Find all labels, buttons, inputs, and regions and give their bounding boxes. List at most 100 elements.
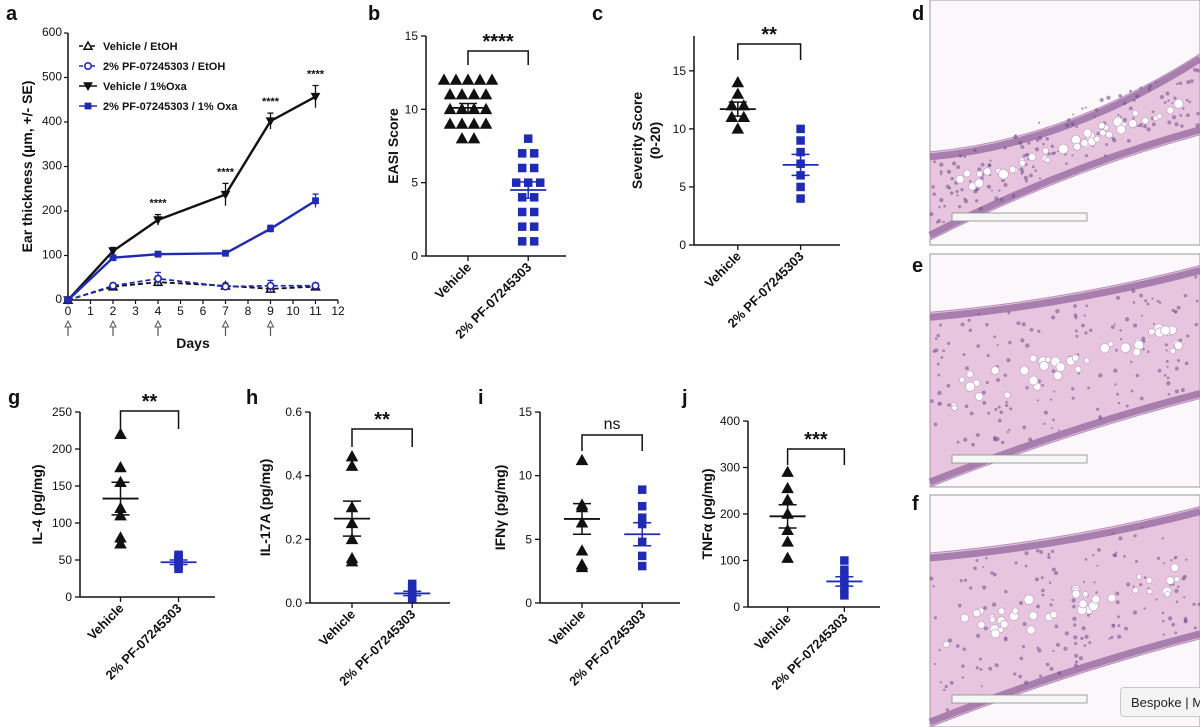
i-data-point [637,551,647,561]
f-cell-nucleus [1003,637,1008,642]
j-data-point [781,481,794,494]
e-cell-nucleus [937,373,941,377]
f-cell-nucleus [1141,526,1144,529]
d-cell-nucleus [1025,179,1028,183]
d-adipocyte [998,168,1009,180]
e-cell-nucleus [1051,369,1056,374]
bespoke-button[interactable]: Bespoke | M [1120,687,1200,717]
j-data-point [781,551,794,563]
f-cell-nucleus [1096,564,1099,567]
h-significance-label: ** [374,409,390,431]
d-adipocyte [1058,143,1069,155]
e-cell-nucleus [1171,308,1175,313]
d-adipocyte [1093,135,1101,143]
panel-label-c: c [592,3,603,25]
e-cell-nucleus [1110,325,1115,329]
d-cell-nucleus [1148,84,1153,89]
f-cell-nucleus [1073,635,1078,640]
e-cell-nucleus [997,418,1002,423]
h-y-tick-label: 0.4 [285,469,302,483]
h-significance-bracket [351,428,413,447]
d-cell-nucleus [958,154,963,158]
g-significance-label: ** [142,391,158,413]
e-adipocyte [965,381,976,392]
e-cell-nucleus [1016,321,1021,326]
f-cell-nucleus [975,559,979,563]
d-cell-nucleus [1195,123,1200,128]
f-cell-nucleus [973,566,977,571]
e-cell-nucleus [982,400,987,405]
e-adipocyte [1174,341,1184,351]
b-data-point [479,102,493,115]
d-cell-nucleus [956,194,959,197]
b-data-point [479,117,493,129]
e-adipocyte [1019,365,1030,376]
c-data-point [731,122,745,134]
d-scale-bar [951,212,1088,222]
d-cell-nucleus [1138,123,1143,128]
b-y-tick-label: 10 [405,102,419,116]
a-data-point [266,281,275,290]
c-data-point [731,75,745,88]
e-cell-nucleus [930,399,934,403]
d-cell-nucleus [1104,154,1107,157]
e-cell-nucleus [1098,417,1102,420]
d-cell-nucleus [949,191,954,195]
b-data-point [443,102,457,115]
d-cell-nucleus [1128,89,1132,93]
e-adipocyte [1003,391,1011,399]
e-cell-nucleus [1139,293,1144,298]
d-cell-nucleus [968,180,972,183]
j-data-point [840,591,849,600]
e-cell-nucleus [1152,322,1155,326]
f-cell-nucleus [1018,601,1023,606]
a-y-tick-label: 600 [42,25,62,39]
f-cell-nucleus [1036,646,1040,650]
f-cell-nucleus [1049,666,1054,671]
d-cell-nucleus [1096,131,1101,136]
a-data-point [312,197,319,205]
f-cell-nucleus [1115,600,1120,605]
f-adipocyte [989,616,996,624]
d-cell-nucleus [1093,115,1096,118]
d-cell-nucleus [940,173,943,176]
f-cell-nucleus [1134,560,1138,564]
h-category-label-0: Vehicle [316,607,358,649]
f-adipocyte [990,628,1001,639]
a-data-point [109,281,118,290]
g-data-point [114,537,127,549]
a-data-point [222,249,229,257]
e-cell-nucleus [1151,297,1154,300]
f-cell-nucleus [1071,598,1076,603]
d-cell-nucleus [933,160,936,164]
e-cell-nucleus [1157,368,1162,373]
a-x-tick-label: 4 [155,304,162,318]
e-cell-nucleus [1116,392,1120,396]
f-cell-nucleus [1074,663,1078,668]
d-cell-nucleus [973,148,977,153]
e-cell-nucleus [1142,348,1145,351]
d-cell-nucleus [1071,154,1074,157]
panel-label-e: e [912,255,923,277]
f-cell-nucleus [1038,674,1043,678]
e-cell-nucleus [1131,288,1136,294]
f-cell-nucleus [1018,674,1023,679]
f-cell-nucleus [1084,634,1089,639]
b-data-point [455,102,469,115]
f-cell-nucleus [1004,589,1008,594]
d-adipocyte [963,169,971,178]
e-cell-nucleus [1164,343,1168,347]
b-data-point [511,178,521,187]
d-cell-nucleus [1195,68,1200,73]
a-data-point [220,190,231,200]
f-cell-nucleus [1133,534,1137,538]
a-data-point [310,92,321,102]
e-cell-nucleus [1146,302,1150,306]
a-legend-label-0: Vehicle / EtOH [103,41,178,53]
f-cell-nucleus [1143,607,1146,610]
b-data-point [529,163,539,173]
j-data-point [781,535,794,547]
b-data-point [529,149,539,158]
d-cell-nucleus [1003,183,1008,188]
d-adipocyte [1141,116,1150,125]
